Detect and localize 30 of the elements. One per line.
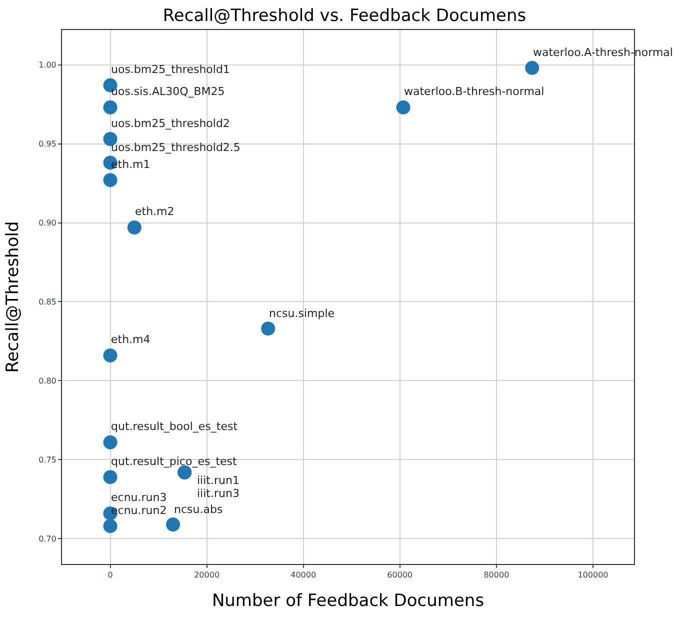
annotation: iiit.run1 xyxy=(197,474,240,487)
x-tick-label: 80000 xyxy=(484,570,510,580)
annotation: ncsu.simple xyxy=(269,307,335,320)
x-tick-label: 0 xyxy=(108,570,113,580)
chart-title: Recall@Threshold vs. Feedback Documens xyxy=(162,6,526,26)
x-tick-label: 20000 xyxy=(194,570,220,580)
y-tick-label: 0.95 xyxy=(38,140,56,149)
y-axis-title: Recall@Threshold xyxy=(3,221,24,373)
annotation: uos.bm25_threshold2.5 xyxy=(111,141,240,154)
annotation: uos.bm25_threshold2 xyxy=(111,117,230,130)
annotation: ncsu.abs xyxy=(174,503,223,516)
annotation: uos.bm25_threshold1 xyxy=(111,63,230,76)
annotation: iiit.run3 xyxy=(197,487,240,500)
annotation: eth.m2 xyxy=(135,205,174,218)
y-tick-label: 0.90 xyxy=(38,218,56,228)
annotation: eth.m4 xyxy=(111,333,150,346)
annotation: qut.result_pico_es_test xyxy=(111,455,238,468)
x-tick-label: 100000 xyxy=(578,570,608,580)
annotation: ecnu.run3 xyxy=(111,491,167,504)
annotation: waterloo.B-thresh-normal xyxy=(404,85,544,98)
annotation: uos.sis.AL30Q_BM25 xyxy=(111,85,225,98)
y-tick-label: 0.85 xyxy=(38,298,56,307)
x-axis-title: Number of Feedback Documens xyxy=(212,591,484,611)
y-tick-label: 0.80 xyxy=(38,376,56,386)
x-tick-label: 60000 xyxy=(387,570,413,580)
annotation: qut.result_bool_es_test xyxy=(111,420,238,433)
y-tick-label: 0.75 xyxy=(38,456,56,465)
y-tick-label: 1.00 xyxy=(38,60,56,70)
x-tick-label: 40000 xyxy=(290,570,316,580)
y-tick-label: 0.70 xyxy=(38,534,56,544)
